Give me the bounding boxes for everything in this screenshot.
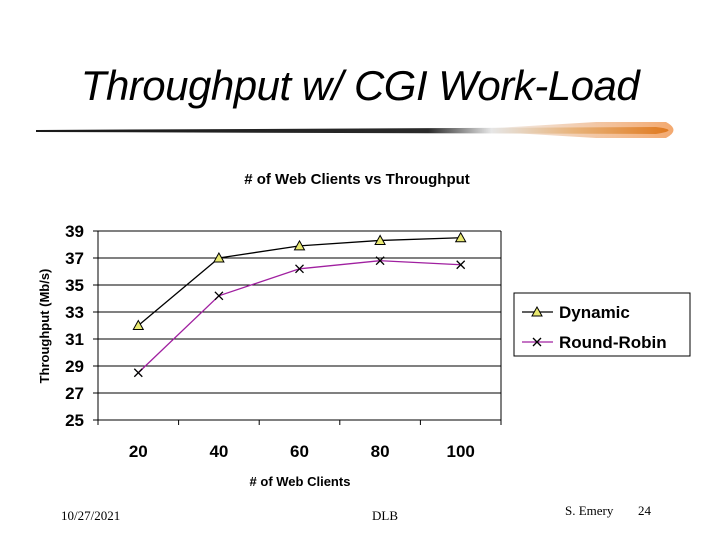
x-tick-label: 100 bbox=[447, 442, 475, 461]
series-line-round-robin bbox=[137, 260, 461, 374]
footer-date: 10/27/2021 bbox=[61, 508, 121, 523]
data-point-round-robin bbox=[295, 264, 304, 274]
legend-label-dynamic: Dynamic bbox=[559, 303, 630, 322]
data-point-round-robin bbox=[456, 260, 466, 270]
data-point-round-robin bbox=[133, 368, 143, 378]
x-tick-label: 80 bbox=[371, 442, 390, 461]
y-tick-label: 25 bbox=[65, 411, 84, 430]
y-tick-label: 27 bbox=[65, 384, 84, 403]
y-tick-label: 33 bbox=[65, 303, 84, 322]
footer-center-label: DLB bbox=[372, 508, 398, 523]
y-axis-label: Throughput (Mb/s) bbox=[37, 269, 52, 384]
data-point-round-robin bbox=[375, 256, 385, 266]
slide-title: Throughput w/ CGI Work-Load bbox=[80, 62, 640, 109]
y-tick-label: 37 bbox=[65, 249, 84, 268]
y-tick-labels: 25 27 29 31 33 35 37 39 bbox=[65, 222, 84, 430]
x-tick-label: 40 bbox=[209, 442, 228, 461]
x-tick-label: 20 bbox=[129, 442, 148, 461]
axes bbox=[93, 230, 502, 425]
grid-lines bbox=[98, 230, 501, 421]
title-underline-bar bbox=[36, 122, 674, 138]
footer-author: S. Emery bbox=[565, 503, 614, 518]
legend-box bbox=[513, 292, 691, 357]
x-tick-labels: 20 40 60 80 100 bbox=[129, 442, 475, 461]
data-point-dynamic bbox=[454, 231, 467, 243]
data-point-dynamic bbox=[132, 319, 145, 330]
legend-marker-round-robin bbox=[532, 337, 542, 347]
data-point-dynamic bbox=[374, 234, 386, 245]
data-point-round-robin bbox=[214, 291, 224, 301]
data-point-dynamic bbox=[213, 251, 225, 263]
y-tick-label: 39 bbox=[65, 222, 84, 241]
y-tick-label: 35 bbox=[65, 276, 84, 295]
series-lines bbox=[132, 231, 467, 378]
x-tick-label: 60 bbox=[290, 442, 309, 461]
legend: Dynamic Round-Robin bbox=[513, 292, 691, 357]
y-tick-label: 29 bbox=[65, 357, 84, 376]
chart-title: # of Web Clients vs Throughput bbox=[244, 171, 470, 188]
legend-marker-dynamic bbox=[531, 305, 543, 317]
data-point-dynamic bbox=[293, 239, 306, 251]
page-number: 24 bbox=[638, 503, 651, 518]
legend-label-round-robin: Round-Robin bbox=[559, 333, 667, 352]
x-axis-label: # of Web Clients bbox=[250, 474, 351, 489]
y-tick-label: 31 bbox=[65, 330, 84, 349]
